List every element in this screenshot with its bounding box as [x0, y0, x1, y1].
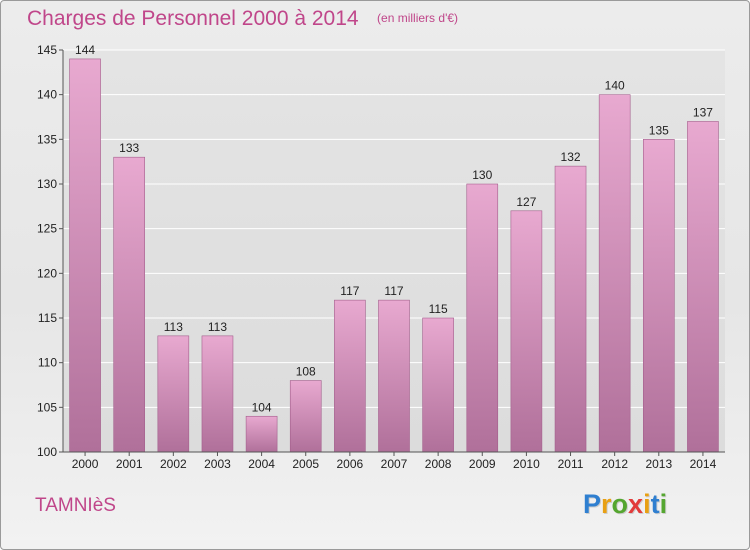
y-tick-label: 115: [38, 311, 57, 325]
bar-value-label: 115: [429, 302, 448, 316]
bar: [378, 299, 410, 453]
y-tick-label: 135: [37, 132, 57, 146]
logo-letter: i: [643, 489, 651, 519]
bars: [69, 58, 719, 453]
x-tick-label: 2014: [690, 457, 717, 471]
axes: [59, 49, 725, 456]
x-tick-label: 2003: [204, 457, 231, 471]
bar: [598, 94, 631, 453]
bar-value-label: 104: [252, 400, 272, 414]
bar: [245, 415, 278, 453]
y-tick-label: 130: [37, 177, 57, 191]
bar-value-label: 140: [605, 79, 625, 93]
y-tick-label: 145: [37, 43, 57, 57]
x-tick-label: 2000: [72, 457, 99, 471]
bar-value-label: 108: [296, 365, 316, 379]
bar: [422, 317, 454, 453]
bar: [466, 183, 499, 453]
x-tick-label: 2010: [513, 457, 540, 471]
y-tick-label: 100: [37, 445, 57, 459]
bar-value-label: 127: [516, 195, 536, 209]
bar-value-label: 113: [164, 320, 183, 334]
logo-letter: P: [583, 489, 602, 519]
bar: [510, 210, 543, 453]
logo-letter: r: [601, 489, 612, 519]
chart-subtitle: (en milliers d'€): [377, 11, 459, 25]
x-tick-label: 2009: [469, 457, 496, 471]
y-tick-label: 140: [37, 88, 57, 102]
x-tick-label: 2004: [248, 457, 275, 471]
x-tick-label: 2001: [116, 457, 143, 471]
labels: 100 105 110 115 120 125 130 135 140 145 144 2000 133…: [37, 43, 717, 471]
x-tick-label: 2007: [381, 457, 408, 471]
bar-value-label: 117: [340, 284, 359, 298]
bar: [642, 139, 675, 453]
bar: [69, 58, 101, 453]
x-tick-label: 2011: [558, 457, 584, 471]
bar-value-label: 135: [649, 123, 669, 137]
y-tick-label: 105: [37, 400, 57, 414]
bar: [334, 299, 366, 453]
x-tick-label: 2013: [645, 457, 672, 471]
x-tick-label: 2012: [601, 457, 628, 471]
logo-letter: i: [659, 489, 668, 519]
y-tick-label: 120: [37, 266, 57, 280]
y-tick-label: 125: [37, 222, 57, 236]
y-tick-label: 110: [38, 356, 57, 370]
commune-name: TAMNIèS: [35, 495, 116, 516]
bar-value-label: 132: [561, 150, 581, 164]
logo-letter: o: [611, 489, 629, 519]
bar: [201, 335, 234, 453]
bar-value-label: 117: [384, 284, 403, 298]
logo-letter: t: [650, 489, 660, 519]
bar: [113, 156, 145, 453]
logo-letter: x: [628, 489, 644, 519]
x-tick-label: 2005: [292, 457, 319, 471]
bar: [157, 335, 190, 453]
chart-title: Charges de Personnel 2000 à 2014: [27, 7, 359, 30]
title-row: Charges de Personnel 2000 à 2014 (en mil…: [27, 7, 458, 31]
bar: [554, 165, 587, 453]
proxiti-logo: Proxiti: [583, 489, 667, 520]
bar-value-label: 113: [208, 320, 227, 334]
bar-value-label: 130: [472, 168, 492, 182]
bar-value-label: 144: [75, 43, 95, 57]
x-tick-label: 2006: [337, 457, 364, 471]
bar: [289, 380, 322, 453]
bar-value-label: 133: [119, 141, 139, 155]
x-tick-label: 2002: [160, 457, 187, 471]
bar-value-label: 137: [693, 105, 713, 119]
x-tick-label: 2008: [425, 457, 452, 471]
bar: [687, 121, 719, 453]
